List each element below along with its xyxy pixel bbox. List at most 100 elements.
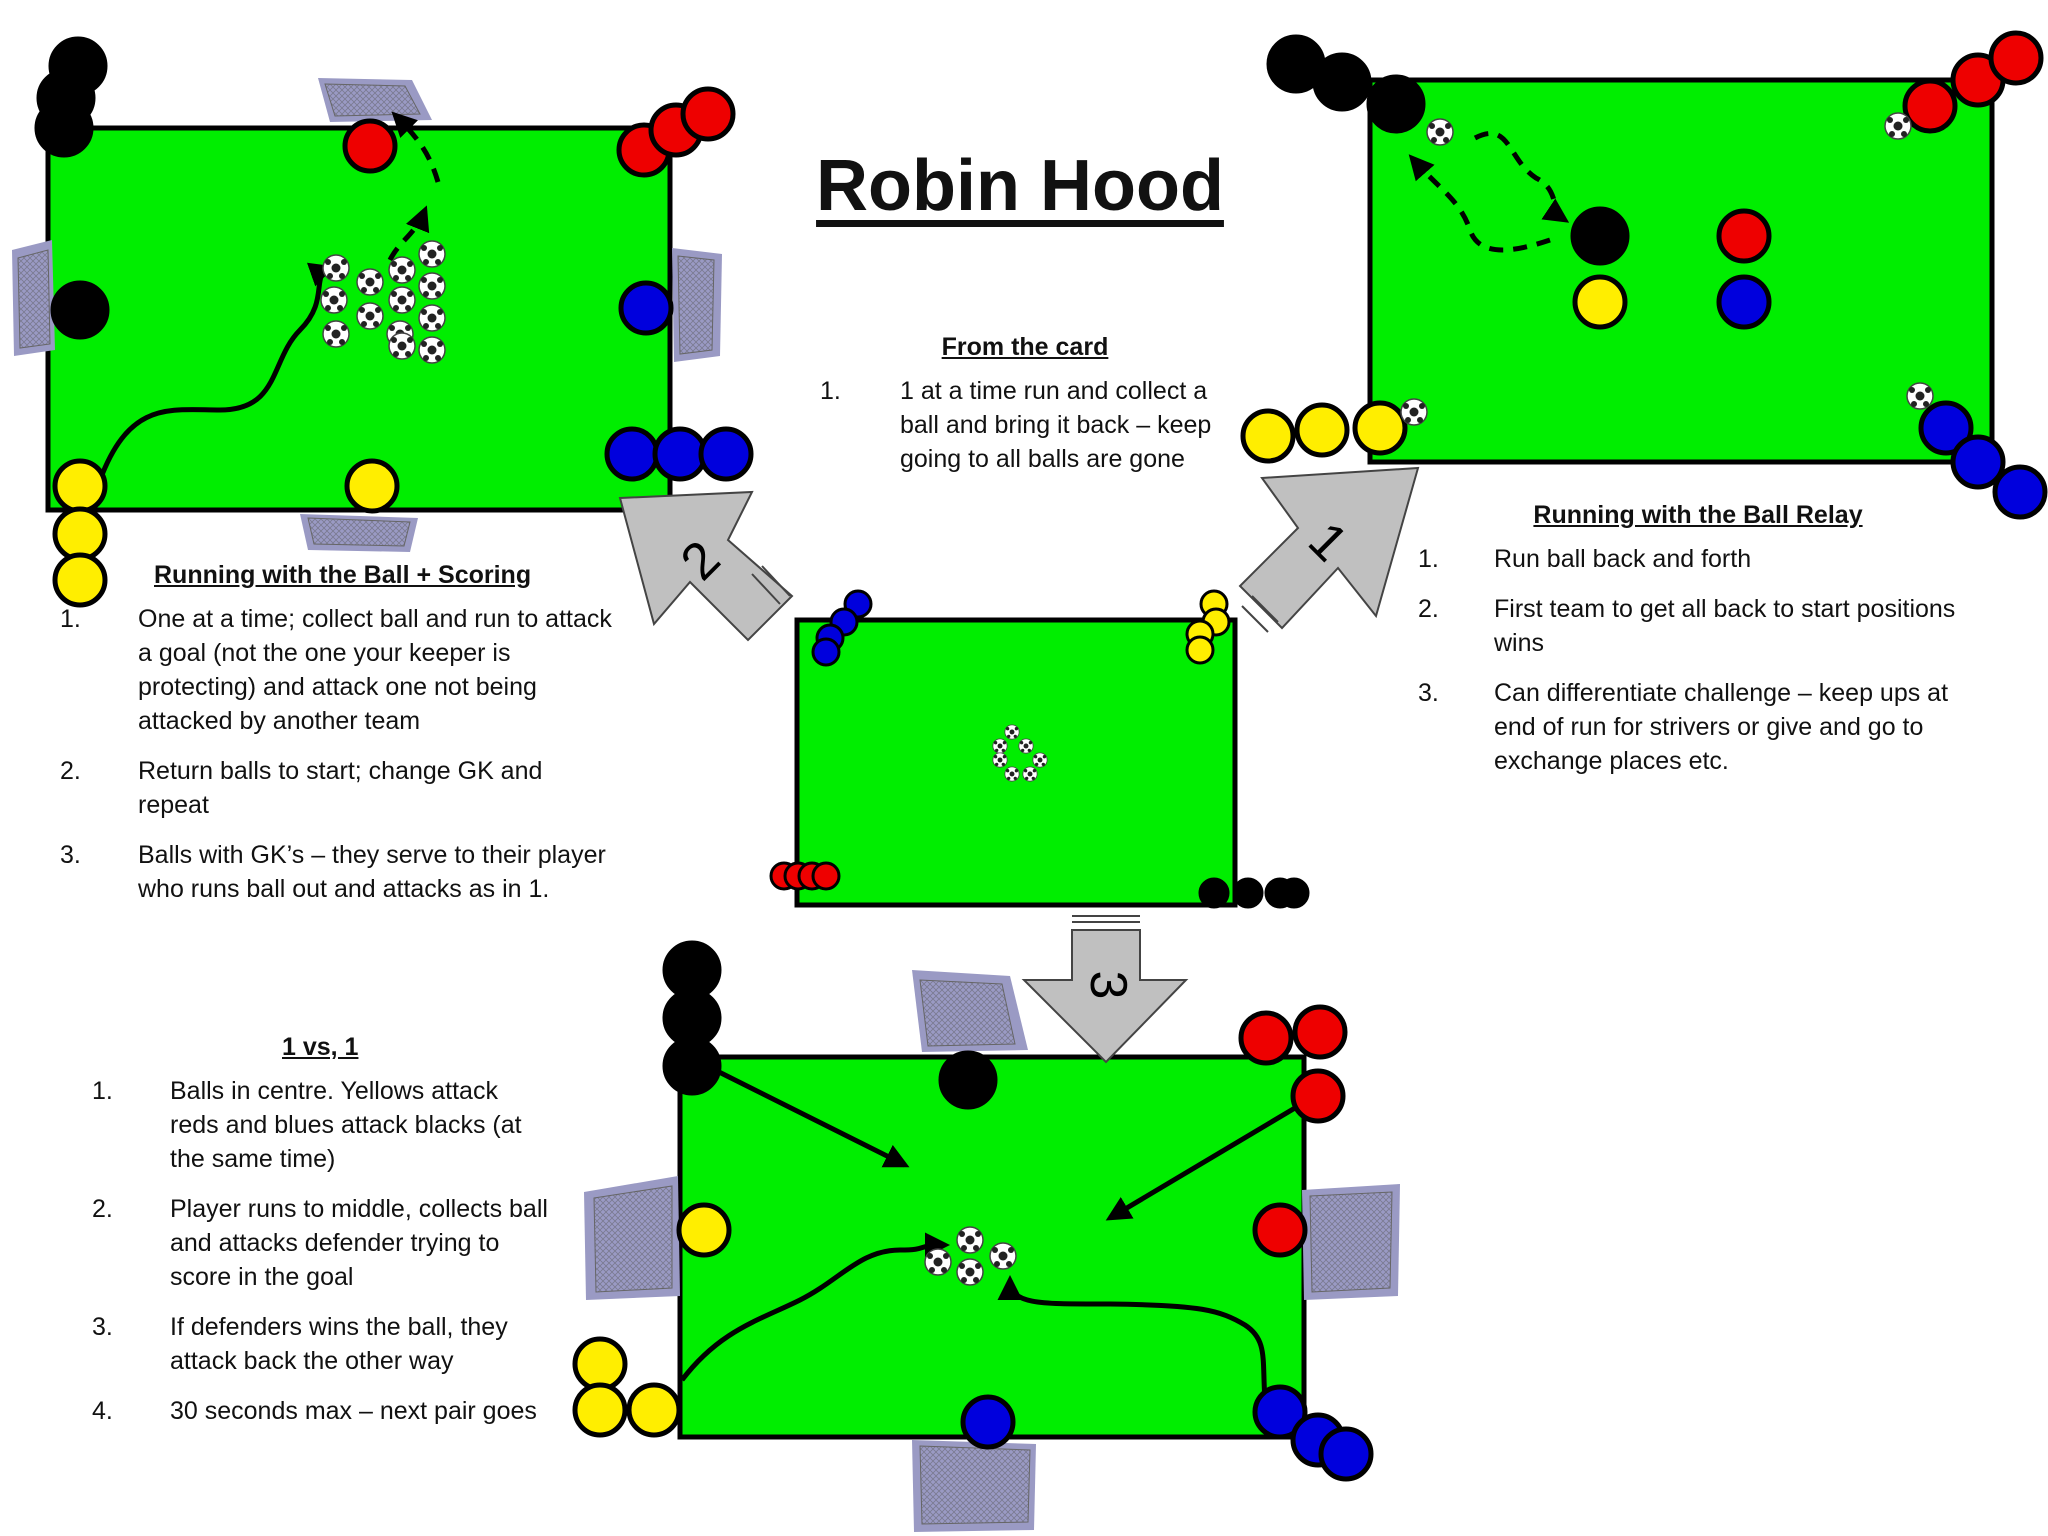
pitch-from-card — [794, 617, 1238, 908]
football-icon — [356, 302, 384, 330]
page-title: Robin Hood — [816, 146, 1224, 226]
list-item: 3. If defenders wins the ball, they attac… — [92, 1313, 508, 1375]
goal-net-icon — [318, 78, 432, 122]
player-marker-icon — [1290, 1068, 1346, 1124]
football-icon — [322, 320, 350, 348]
football-icon — [1884, 112, 1912, 140]
goal-net-icon — [1302, 1184, 1400, 1300]
section-one-v-one: 1 vs, 1 1. Balls in centre. Yellows attac… — [92, 1030, 552, 1444]
football-icon — [992, 738, 1008, 754]
list-item: 2. Player runs to middle, collects ball a… — [92, 1195, 548, 1291]
list-item: 2. Return balls to start; change GK and r… — [60, 757, 543, 819]
player-marker-icon — [652, 426, 708, 482]
arrow-2: 2 — [618, 490, 794, 642]
run-path — [97, 262, 335, 481]
goal-net-icon — [12, 240, 55, 356]
player-marker-icon — [342, 118, 398, 174]
list-item: 1. 1 at a time run and collect a ball and… — [820, 377, 1212, 473]
player-marker-icon — [1352, 400, 1408, 456]
football-icon — [1032, 752, 1048, 768]
section-heading: 1 vs, 1 — [282, 1033, 359, 1061]
section-heading: Running with the Ball + Scoring — [154, 561, 532, 589]
player-marker-icon — [52, 506, 108, 562]
player-marker-icon — [938, 1050, 998, 1110]
player-marker-icon — [662, 1036, 722, 1096]
player-marker-icon — [618, 280, 674, 336]
goal-net-icon — [672, 248, 722, 362]
run-path-dashed — [391, 111, 441, 183]
football-icon — [356, 268, 384, 296]
run-path — [680, 1232, 950, 1382]
player-marker-icon — [1252, 1384, 1308, 1440]
player-marker-icon — [960, 1394, 1016, 1450]
football-icon — [924, 1248, 952, 1276]
player-marker-icon — [1366, 74, 1426, 134]
player-marker-icon — [680, 86, 736, 142]
instruction-list: 1. 1 at a time run and collect a ball and… — [820, 374, 1230, 476]
player-marker-icon — [1252, 1202, 1308, 1258]
football-icon — [992, 752, 1008, 768]
player-marker-icon — [698, 426, 754, 482]
player-marker-icon — [811, 637, 841, 667]
football-icon — [388, 332, 416, 360]
football-icon — [388, 256, 416, 284]
list-item: 4. 30 seconds max – next pair goes — [92, 1397, 537, 1425]
player-marker-icon — [572, 1382, 628, 1438]
list-item: 3. Balls with GK’s – they serve to their … — [60, 841, 606, 903]
football-icon — [1400, 398, 1428, 426]
player-marker-icon — [1198, 877, 1230, 909]
player-marker-icon — [572, 1336, 628, 1392]
player-marker-icon — [1240, 408, 1296, 464]
player-marker-icon — [1716, 208, 1772, 264]
player-marker-icon — [1918, 400, 1974, 456]
section-relay: Running with the Ball Relay 1. Run ball b… — [1418, 498, 1978, 794]
player-marker-icon — [34, 98, 94, 158]
football-icon — [956, 1258, 984, 1286]
player-marker-icon — [52, 458, 108, 514]
football-icon — [1022, 766, 1038, 782]
football-icon — [320, 286, 348, 314]
football-icon — [418, 272, 446, 300]
run-path — [997, 1275, 1268, 1401]
football-icon — [418, 304, 446, 332]
goal-net-icon — [912, 1440, 1036, 1532]
football-icon — [989, 1242, 1017, 1270]
football-icon — [1906, 382, 1934, 410]
football-icon — [418, 336, 446, 364]
goal-net-icon — [584, 1176, 680, 1300]
football-icon — [322, 254, 350, 282]
instruction-list: 1. Run ball back and forth 2. First team t… — [1418, 542, 1978, 778]
player-marker-icon — [626, 1382, 682, 1438]
section-heading: Running with the Ball Relay — [1533, 501, 1863, 529]
relay-path-dashed — [1408, 154, 1551, 253]
section-heading: From the card — [941, 333, 1109, 361]
player-marker-icon — [50, 280, 110, 340]
player-marker-icon — [1294, 402, 1350, 458]
football-icon — [1004, 766, 1020, 782]
football-icon — [1004, 724, 1020, 740]
attack-arrow — [1105, 1102, 1302, 1221]
goal-net-icon — [912, 970, 1028, 1052]
section-scoring: Running with the Ball + Scoring 1. One at… — [60, 558, 620, 922]
players — [34, 30, 2048, 1482]
relay-path-dashed — [1473, 130, 1570, 223]
arrow-3: 3 — [1021, 915, 1189, 1064]
player-marker-icon — [1988, 30, 2044, 86]
player-marker-icon — [344, 458, 400, 514]
instruction-list: 1. One at a time; collect ball and run to… — [60, 602, 620, 906]
player-marker-icon — [1950, 434, 2006, 490]
player-marker-icon — [1185, 635, 1215, 665]
player-marker-icon — [1572, 274, 1628, 330]
player-marker-icon — [52, 552, 108, 608]
player-marker-icon — [1232, 877, 1264, 909]
player-marker-icon — [604, 426, 660, 482]
list-item: 1. Run ball back and forth — [1418, 545, 1752, 573]
arrow-1: 1 — [1238, 466, 1420, 633]
attack-arrow — [713, 1067, 910, 1168]
football-icon — [388, 286, 416, 314]
football-icon — [1018, 738, 1034, 754]
player-marker-icon — [676, 1202, 732, 1258]
list-item: 1. One at a time; collect ball and run to… — [60, 605, 612, 735]
player-marker-icon — [1992, 464, 2048, 520]
